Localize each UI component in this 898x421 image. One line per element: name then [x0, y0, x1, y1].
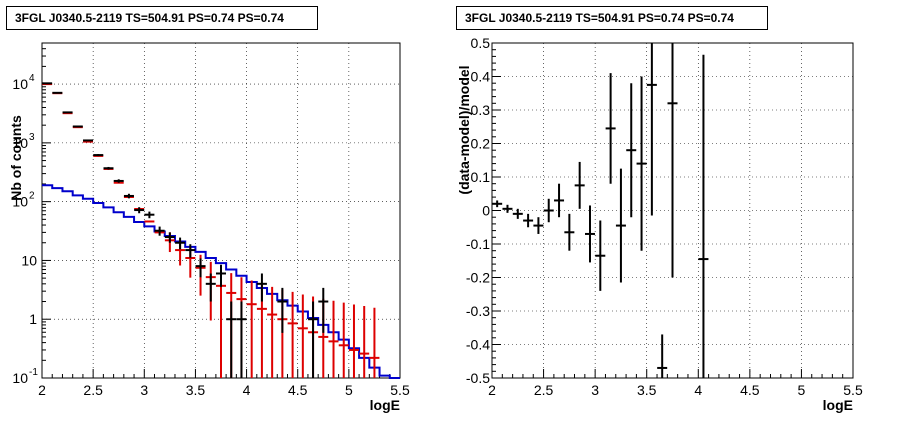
left-y-tick-label: 10 [12, 76, 28, 92]
right-y-tick-label: 0.4 [471, 69, 491, 85]
left-x-tick-label: 4 [243, 382, 251, 398]
left-x-tick-label: 3.5 [186, 382, 206, 398]
left-x-tick-label: 3 [140, 382, 148, 398]
right-y-tick-label: 0.1 [471, 169, 491, 185]
right-y-tick-label: 0.3 [471, 102, 491, 118]
left-y-tick-exponent: 3 [29, 132, 35, 143]
right-panel: 2 2.5 3 3.5 4 4.5 5 5.5 -0.5 -0.4 -0.3 -0.2 -0.1 0 0.1… [456, 35, 863, 413]
right-y-tick-label: 0 [482, 203, 490, 219]
left-background-model-line [42, 184, 400, 379]
right-x-axis-label: logE [823, 397, 853, 413]
left-y-tick-exponent: 2 [29, 191, 35, 202]
right-chart-title: 3FGL J0340.5-2119 TS=504.91 PS=0.74 PS=0… [456, 6, 768, 30]
right-y-tick-label: -0.1 [466, 236, 490, 252]
right-x-tick-label: 3.5 [637, 382, 657, 398]
right-y-tick-label: -0.5 [466, 370, 490, 386]
right-y-tick-label: -0.2 [466, 270, 490, 286]
left-chart-title: 3FGL J0340.5-2119 TS=504.91 PS=0.74 PS=0… [6, 6, 318, 30]
left-y-tick-label: 10 [12, 135, 28, 151]
left-y-tick-label: 10 [21, 252, 37, 268]
right-x-tick-label: 5.5 [843, 382, 863, 398]
left-x-tick-label: 5.5 [390, 382, 410, 398]
left-x-tick-label: 2.5 [83, 382, 103, 398]
right-x-tick-label: 2 [488, 382, 496, 398]
left-y-tick-label: 1 [29, 311, 37, 327]
right-y-tick-label: -0.3 [466, 303, 490, 319]
right-x-tick-label: 4.5 [740, 382, 760, 398]
left-x-tick-label: 5 [345, 382, 353, 398]
left-y-axis-label: Nb of counts [8, 115, 24, 201]
right-y-tick-label: 0.2 [471, 136, 491, 152]
right-x-tick-label: 2.5 [534, 382, 554, 398]
left-x-axis-label: logE [370, 397, 400, 413]
right-x-tick-label: 4 [694, 382, 702, 398]
left-y-tick-label: 10 [12, 370, 28, 386]
left-y-tick-label: 10 [12, 194, 28, 210]
right-y-tick-label: -0.4 [466, 337, 490, 353]
right-x-tick-label: 5 [798, 382, 806, 398]
left-x-tick-label: 4.5 [288, 382, 308, 398]
right-y-tick-label: 0.5 [471, 35, 491, 51]
right-x-tick-label: 3 [591, 382, 599, 398]
left-y-tick-exponent: -1 [29, 367, 38, 378]
left-x-tick-label: 2 [38, 382, 46, 398]
left-y-tick-exponent: 4 [29, 73, 35, 84]
right-y-axis-label: (data-model)/model [456, 65, 472, 194]
